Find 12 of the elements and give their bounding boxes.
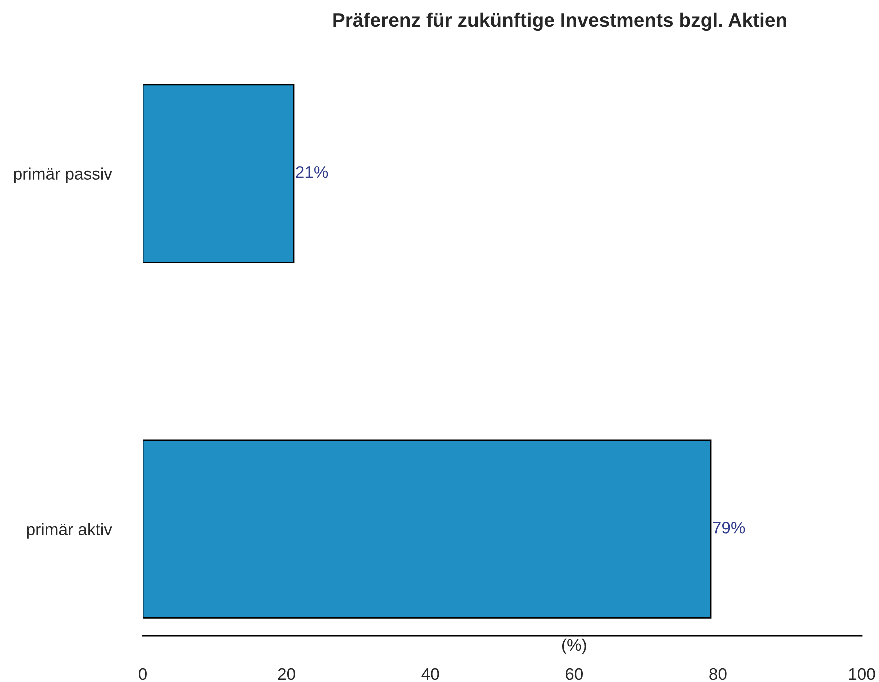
y-tick-label: primär aktiv	[27, 523, 112, 539]
x-tick-label: 100	[849, 668, 876, 680]
y-tick-label: primär passiv	[14, 168, 112, 184]
text: Präferenz für zukünftige Investments bzgl. Aktien	[334, 12, 786, 32]
x-tick-label: 20	[278, 668, 296, 680]
x-tick-label: 0	[139, 668, 147, 680]
data-label: 21%	[296, 166, 328, 178]
x-tick-label: 80	[710, 668, 727, 680]
data-label: 79%	[713, 522, 746, 534]
x-tick-label: 60	[566, 668, 584, 680]
x-axis-title: (%)	[562, 638, 586, 654]
x-tick-label: 40	[422, 668, 440, 680]
